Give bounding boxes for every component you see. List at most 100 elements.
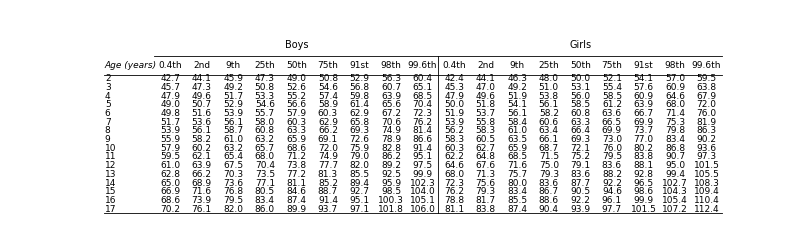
Text: 61.4: 61.4: [349, 100, 369, 109]
Text: 69.9: 69.9: [601, 126, 622, 135]
Text: 63.8: 63.8: [695, 83, 715, 92]
Text: 76.2: 76.2: [443, 187, 463, 196]
Text: 91st: 91st: [633, 61, 653, 70]
Text: 90.4: 90.4: [538, 204, 558, 214]
Text: 72.3: 72.3: [412, 109, 432, 118]
Text: 2nd: 2nd: [476, 61, 494, 70]
Text: 107.2: 107.2: [662, 204, 687, 214]
Text: 73.6: 73.6: [223, 179, 243, 188]
Text: 98th: 98th: [664, 61, 685, 70]
Text: 50.7: 50.7: [191, 100, 211, 109]
Text: 63.6: 63.6: [601, 109, 622, 118]
Text: 58.4: 58.4: [507, 118, 527, 127]
Text: 50th: 50th: [569, 61, 590, 70]
Text: 69.3: 69.3: [569, 135, 589, 144]
Text: 54.1: 54.1: [633, 74, 653, 83]
Text: 50.0: 50.0: [443, 100, 463, 109]
Text: 56.1: 56.1: [507, 109, 527, 118]
Text: 112.4: 112.4: [693, 204, 719, 214]
Text: 85.5: 85.5: [349, 170, 369, 179]
Text: 57.4: 57.4: [317, 92, 337, 101]
Text: 52.9: 52.9: [349, 74, 369, 83]
Text: 95.9: 95.9: [381, 179, 401, 188]
Text: 55.8: 55.8: [475, 118, 495, 127]
Text: 89.2: 89.2: [381, 161, 401, 170]
Text: 59.5: 59.5: [160, 152, 180, 162]
Text: 42.4: 42.4: [444, 74, 463, 83]
Text: 53.9: 53.9: [160, 126, 180, 135]
Text: 53.8: 53.8: [538, 92, 558, 101]
Text: 53.9: 53.9: [443, 118, 463, 127]
Text: 92.8: 92.8: [633, 170, 653, 179]
Text: 14: 14: [104, 179, 116, 188]
Text: 60.4: 60.4: [412, 74, 432, 83]
Text: 88.1: 88.1: [633, 161, 653, 170]
Text: 67.2: 67.2: [381, 109, 401, 118]
Text: 56.0: 56.0: [569, 92, 589, 101]
Text: 63.2: 63.2: [223, 144, 243, 153]
Text: 45.3: 45.3: [443, 83, 463, 92]
Text: 102.3: 102.3: [410, 179, 435, 188]
Text: 51.9: 51.9: [443, 109, 463, 118]
Text: 60.3: 60.3: [317, 109, 337, 118]
Text: 55.2: 55.2: [286, 92, 306, 101]
Text: 88.6: 88.6: [538, 196, 558, 205]
Text: 77.1: 77.1: [255, 179, 275, 188]
Text: 75.7: 75.7: [507, 170, 527, 179]
Text: 68.6: 68.6: [286, 144, 306, 153]
Text: 56.1: 56.1: [223, 118, 243, 127]
Text: 49.0: 49.0: [286, 74, 306, 83]
Text: 81.1: 81.1: [443, 204, 463, 214]
Text: 51.6: 51.6: [191, 109, 211, 118]
Text: 79.1: 79.1: [569, 161, 589, 170]
Text: 44.1: 44.1: [475, 74, 495, 83]
Text: 91st: 91st: [349, 61, 369, 70]
Text: 63.5: 63.5: [507, 135, 527, 144]
Text: 72.0: 72.0: [317, 144, 337, 153]
Text: 57.9: 57.9: [286, 109, 306, 118]
Text: 56.1: 56.1: [191, 126, 211, 135]
Text: 80.5: 80.5: [255, 187, 275, 196]
Text: 65.4: 65.4: [223, 152, 243, 162]
Text: 66.1: 66.1: [538, 135, 558, 144]
Text: 72.6: 72.6: [349, 135, 369, 144]
Text: 83.6: 83.6: [538, 179, 558, 188]
Text: 49.8: 49.8: [160, 109, 180, 118]
Text: 16: 16: [104, 196, 116, 205]
Text: 76.0: 76.0: [695, 109, 715, 118]
Text: 90.7: 90.7: [664, 152, 684, 162]
Text: 63.9: 63.9: [191, 161, 211, 170]
Text: 58.0: 58.0: [255, 118, 275, 127]
Text: 87.4: 87.4: [286, 196, 306, 205]
Text: 86.7: 86.7: [538, 187, 558, 196]
Text: 83.8: 83.8: [475, 204, 495, 214]
Text: 50.8: 50.8: [255, 83, 275, 92]
Text: 97.7: 97.7: [601, 204, 622, 214]
Text: 76.8: 76.8: [223, 187, 243, 196]
Text: 68.5: 68.5: [507, 152, 527, 162]
Text: 46.3: 46.3: [507, 74, 527, 83]
Text: 92.5: 92.5: [381, 170, 401, 179]
Text: 49.2: 49.2: [223, 83, 243, 92]
Text: 3: 3: [104, 83, 111, 92]
Text: 62.2: 62.2: [443, 152, 463, 162]
Text: 63.9: 63.9: [381, 92, 401, 101]
Text: 73.7: 73.7: [633, 126, 653, 135]
Text: 60.9: 60.9: [664, 83, 684, 92]
Text: 64.6: 64.6: [664, 92, 684, 101]
Text: 70.3: 70.3: [223, 170, 243, 179]
Text: 82.0: 82.0: [223, 204, 243, 214]
Text: 81.3: 81.3: [317, 170, 337, 179]
Text: 97.3: 97.3: [695, 152, 715, 162]
Text: 66.2: 66.2: [317, 126, 337, 135]
Text: 76.2: 76.2: [412, 118, 432, 127]
Text: 50.8: 50.8: [317, 74, 337, 83]
Text: 63.4: 63.4: [538, 126, 558, 135]
Text: 94.6: 94.6: [601, 187, 622, 196]
Text: 51.7: 51.7: [223, 92, 243, 101]
Text: 49.0: 49.0: [160, 100, 180, 109]
Text: 47.9: 47.9: [160, 92, 180, 101]
Text: 0.4th: 0.4th: [442, 61, 466, 70]
Text: 105.5: 105.5: [693, 170, 719, 179]
Text: 99.6th: 99.6th: [407, 61, 437, 70]
